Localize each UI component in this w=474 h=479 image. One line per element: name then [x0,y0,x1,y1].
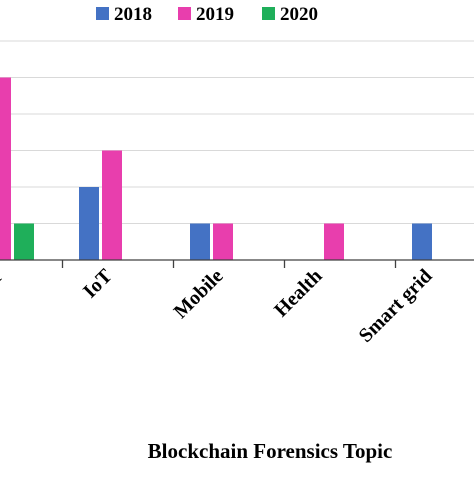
x-axis-title: Blockchain Forensics Topic [148,439,393,463]
bar-2020-cloud [14,223,34,260]
bar-2018-iot [79,187,99,260]
category-label-cloud: r [0,265,8,287]
legend-swatch-2019 [178,7,191,20]
legend-swatch-2018 [96,7,109,20]
bar-2019-mobile [213,223,233,260]
legend: 2018 2019 2020 [96,4,318,25]
bar-2018-smart-grid [412,223,432,260]
legend-swatch-2020 [262,7,275,20]
legend-label-2020: 2020 [280,4,318,25]
x-axis [0,259,474,268]
bar-2018-mobile [190,223,210,260]
bar-2019-cloud [0,77,11,260]
category-label-smart-grid: Smart grid [355,265,437,347]
bar-2019-iot [102,150,122,260]
bars [0,77,432,260]
category-label-health: Health [270,265,326,321]
legend-label-2018: 2018 [114,4,152,25]
bar-2019-health [324,223,344,260]
legend-label-2019: 2019 [196,4,234,25]
category-label-mobile: Mobile [170,265,228,323]
category-label-iot: IoT [79,265,117,303]
gridlines [0,40,474,224]
